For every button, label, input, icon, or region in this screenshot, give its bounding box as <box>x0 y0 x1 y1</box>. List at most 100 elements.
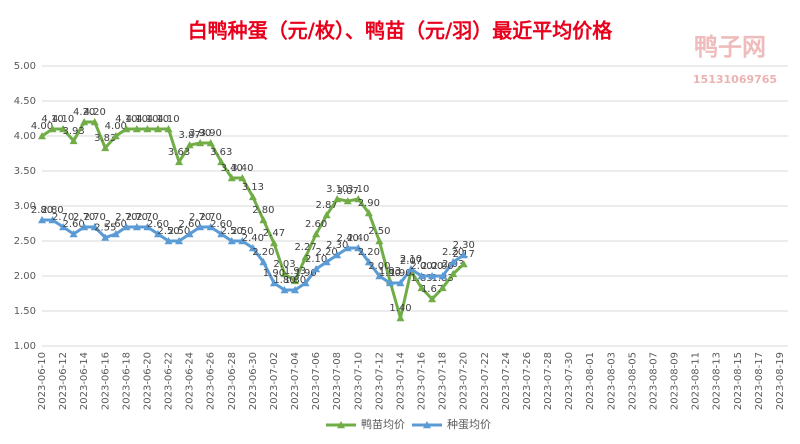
data-label: 3.40 <box>221 163 243 174</box>
point-marker <box>428 272 437 280</box>
data-label: 2.60 <box>178 219 200 230</box>
point-marker <box>48 216 57 224</box>
data-label: 2.50 <box>368 226 390 237</box>
data-label: 1.90 <box>294 268 316 279</box>
point-marker <box>132 223 141 231</box>
data-label: 3.87 <box>178 130 200 141</box>
point-marker <box>333 195 342 203</box>
point-marker <box>122 223 131 231</box>
point-marker <box>143 223 152 231</box>
point-marker <box>248 192 257 201</box>
x-tick-label: 2023-06-22 <box>164 352 175 410</box>
point-marker <box>227 174 236 182</box>
data-label: 2.90 <box>358 198 380 209</box>
data-label: 2.50 <box>157 226 179 237</box>
data-label: 4.10 <box>147 114 169 125</box>
x-tick-label: 2023-08-01 <box>585 352 596 410</box>
point-marker <box>111 132 120 140</box>
point-marker <box>322 211 331 219</box>
point-marker <box>238 174 247 182</box>
data-label: 2.20 <box>358 247 380 258</box>
point-marker <box>449 269 458 278</box>
point-marker <box>343 244 352 252</box>
data-label: 3.10 <box>347 184 369 195</box>
point-marker <box>322 258 331 266</box>
point-marker <box>291 286 300 294</box>
point-marker <box>343 197 352 205</box>
x-tick-label: 2023-06-28 <box>227 352 238 410</box>
data-label: 2.20 <box>316 247 338 258</box>
x-tick-label: 2023-08-13 <box>712 352 723 410</box>
data-label: 2.00 <box>410 261 432 272</box>
data-label: 3.90 <box>189 128 211 139</box>
x-tick-label: 2023-08-15 <box>733 352 744 410</box>
point-marker <box>164 237 173 245</box>
data-label: 2.20 <box>442 247 464 258</box>
x-tick-label: 2023-07-20 <box>459 352 470 410</box>
data-label: 1.67 <box>421 284 443 295</box>
data-label: 2.70 <box>189 212 211 223</box>
point-marker <box>354 195 363 203</box>
x-tick-label: 2023-06-18 <box>121 352 132 410</box>
x-tick-label: 2023-07-02 <box>269 352 280 410</box>
x-tick-label: 2023-07-08 <box>332 352 343 410</box>
point-marker <box>312 265 321 273</box>
data-label: 3.13 <box>242 182 264 193</box>
y-tick-label: 4.00 <box>14 131 36 142</box>
point-marker <box>291 276 300 285</box>
point-marker <box>175 157 184 166</box>
point-marker <box>417 283 426 292</box>
data-label: 2.40 <box>242 233 264 244</box>
point-marker <box>217 230 226 238</box>
point-marker <box>196 139 205 147</box>
y-tick-label: 3.00 <box>14 201 36 212</box>
data-label: 2.50 <box>221 226 243 237</box>
x-tick-label: 2023-07-18 <box>438 352 449 410</box>
point-marker <box>375 272 384 280</box>
point-marker <box>459 251 468 259</box>
point-marker <box>269 279 278 287</box>
point-marker <box>69 230 78 238</box>
data-label: 2.80 <box>252 205 274 216</box>
point-marker <box>101 143 110 152</box>
point-marker <box>259 216 268 224</box>
point-marker <box>312 230 321 238</box>
point-marker <box>364 209 373 217</box>
data-label: 1.80 <box>284 275 306 286</box>
point-marker <box>153 125 162 133</box>
point-marker <box>248 244 257 252</box>
point-marker <box>375 237 384 245</box>
data-label: 4.10 <box>115 114 137 125</box>
point-marker <box>132 125 141 133</box>
legend-label: 种蛋均价 <box>447 417 491 431</box>
y-tick-label: 4.50 <box>14 96 36 107</box>
point-marker <box>364 258 373 266</box>
x-tick-label: 2023-07-10 <box>353 352 364 410</box>
data-label: 2.03 <box>273 259 295 270</box>
data-label: 2.55 <box>94 223 116 234</box>
data-label: 2.40 <box>347 233 369 244</box>
data-label: 2.60 <box>62 219 84 230</box>
point-marker <box>101 233 110 241</box>
y-tick-label: 2.00 <box>14 271 36 282</box>
data-label: 2.47 <box>263 228 285 239</box>
watermark-phone: 15131069765 <box>693 73 777 86</box>
x-tick-label: 2023-08-09 <box>670 352 681 410</box>
point-marker <box>438 272 447 280</box>
point-marker <box>90 223 99 231</box>
legend-label: 鸭苗均价 <box>361 418 405 431</box>
data-label: 1.80 <box>273 275 295 286</box>
data-label: 2.00 <box>421 261 443 272</box>
data-label: 4.10 <box>136 114 158 125</box>
x-tick-label: 2023-06-26 <box>206 352 217 410</box>
data-label: 4.00 <box>31 121 53 132</box>
point-marker <box>354 244 363 252</box>
x-tick-label: 2023-07-30 <box>564 352 575 410</box>
data-label: 2.70 <box>136 212 158 223</box>
point-marker <box>459 260 468 268</box>
point-marker <box>280 286 289 294</box>
data-label: 3.63 <box>168 147 190 158</box>
x-tick-label: 2023-07-28 <box>543 352 554 410</box>
x-tick-label: 2023-06-20 <box>142 352 153 410</box>
data-label: 4.10 <box>52 114 74 125</box>
